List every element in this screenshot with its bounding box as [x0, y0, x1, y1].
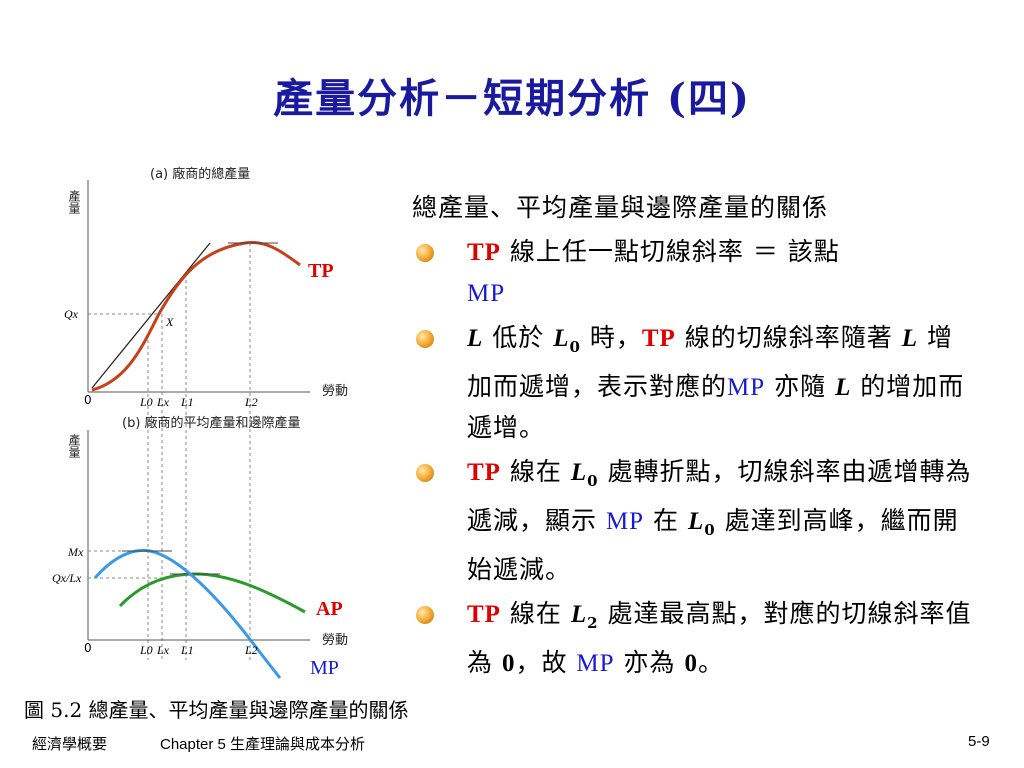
panel-a-origin: 0 — [84, 393, 92, 407]
b4-t4: 亦為 — [614, 648, 685, 677]
b3-sub1: 0 — [704, 521, 716, 539]
footer-page-number: 5-9 — [968, 733, 990, 750]
b2-mp: MP — [727, 374, 766, 401]
b4-zero: 0 — [501, 650, 516, 677]
b4-zero2: 0 — [684, 650, 698, 677]
tick-l1-a: L1 — [180, 395, 194, 409]
b4-l2: L — [570, 601, 588, 628]
tick-l2-a: L2 — [244, 395, 258, 409]
panel-a-xlabel: 勞動 — [322, 384, 348, 399]
figure-caption: 圖 5.2 總產量、平均產量與邊際產量的關係 — [24, 698, 409, 722]
bullet-item-4: TP 線在 L2 處達最高點，對應的切線斜率值為 0，故 MP 亦為 0。 — [412, 594, 972, 684]
b3-t2: 處轉折點，切線斜率由遞增轉為遞減，顯示 — [467, 457, 972, 535]
mp-curve — [93, 548, 282, 679]
bullet-dot-icon — [416, 244, 434, 262]
b1-text: 線上任一點切線斜率 ＝ 該點 — [500, 237, 840, 266]
b2-t2: 時， — [580, 323, 642, 352]
b2-l: L — [467, 325, 484, 352]
b3-t1: 線在 — [500, 457, 571, 486]
tick-lx-a: Lx — [156, 395, 170, 409]
bullet-item-3: TP 線在 L0 處轉折點，切線斜率由遞增轉為遞減，顯示 MP 在 L0 處達到… — [412, 452, 972, 590]
b4-t1: 線在 — [500, 599, 571, 628]
b2-t4: 增加而遞增，表示對應的 — [467, 323, 953, 401]
b4-tp: TP — [467, 601, 501, 628]
b2-tp: TP — [641, 325, 676, 352]
tick-l2-b: L2 — [244, 643, 258, 657]
b4-mp: MP — [576, 650, 615, 677]
tp-curve — [91, 240, 301, 392]
production-figure: (a) 廠商的總產量 產量 0 勞動 Qx X L0 Lx L1 L2 TP (… — [52, 166, 348, 679]
slide-title: 產量分析－短期分析 (四) — [273, 75, 751, 122]
b3-t3: 在 — [644, 506, 688, 535]
b3-mp: MP — [605, 508, 645, 535]
b3-sub0: 0 — [587, 472, 599, 490]
b3-tp: TP — [467, 459, 501, 486]
panel-b-xlabel: 勞動 — [322, 633, 348, 648]
b2-sub0: 0 — [569, 338, 581, 356]
b3-t4: 處達到高峰，繼而開始遞減。 — [467, 506, 959, 584]
footer-course: 經濟學概要 — [32, 736, 108, 753]
ap-label: AP — [316, 598, 343, 620]
panel-b-title: (b) 廠商的平均產量和邊際產量 — [122, 415, 301, 431]
panel-a-title: (a) 廠商的總產量 — [150, 166, 250, 182]
b4-sub2: 2 — [587, 614, 599, 632]
b2-l0: L — [553, 325, 570, 352]
b2-t1: 低於 — [483, 323, 554, 352]
bullet-item-1: TP 線上任一點切線斜率 ＝ 該點 MP — [412, 232, 972, 314]
footer-chapter: Chapter 5 生產理論與成本分析 — [160, 736, 366, 753]
panel-a-ylabel: 產量 — [67, 189, 81, 214]
tp-label: TP — [308, 260, 334, 282]
bullet-lead: 總產量、平均產量與邊際產量的關係 — [412, 193, 829, 222]
tick-lx-b: Lx — [156, 643, 170, 657]
x-point-label: X — [165, 315, 174, 329]
b1-tp: TP — [467, 239, 501, 266]
b4-t2: 處達最高點，對應的切線斜率值為 — [467, 599, 972, 677]
panel-b-origin: 0 — [84, 641, 92, 655]
b2-t5: 亦隨 — [765, 372, 836, 401]
panel-b-ylabel: 產量 — [67, 433, 81, 458]
ray-from-origin — [91, 242, 211, 389]
b2-t3: 線的切線斜率隨著 — [675, 323, 902, 352]
tick-l0-b: L0 — [139, 643, 153, 657]
qxlx-label: Qx/Lx — [52, 571, 82, 585]
b4-t3: ，故 — [515, 648, 577, 677]
bullet-list: TP 線上任一點切線斜率 ＝ 該點 MP L 低於 L0 時，TP 線的切線斜率隨… — [412, 232, 972, 684]
b2-l2: L — [901, 325, 918, 352]
b1-mp: MP — [467, 280, 506, 307]
b2-t6: 的增加而遞增。 — [467, 372, 965, 442]
b2-l3: L — [835, 374, 852, 401]
bullet-dot-icon — [416, 464, 434, 482]
bullet-item-2: L 低於 L0 時，TP 線的切線斜率隨著 L 增加而遞增，表示對應的MP 亦隨… — [412, 318, 972, 448]
b3-l0: L — [570, 459, 588, 486]
tick-l0-a: L0 — [139, 395, 153, 409]
bullet-dot-icon — [416, 606, 434, 624]
b4-t5: 。 — [697, 648, 724, 677]
mp-label: MP — [310, 657, 339, 679]
qx-label: Qx — [64, 307, 79, 321]
tick-l1-b: L1 — [180, 643, 194, 657]
bullet-dot-icon — [416, 330, 434, 348]
bullet-panel: 總產量、平均產量與邊際產量的關係 TP 線上任一點切線斜率 ＝ 該點 MP L 低… — [412, 188, 972, 688]
b3-l1: L — [688, 508, 705, 535]
mx-label: Mx — [67, 545, 84, 559]
